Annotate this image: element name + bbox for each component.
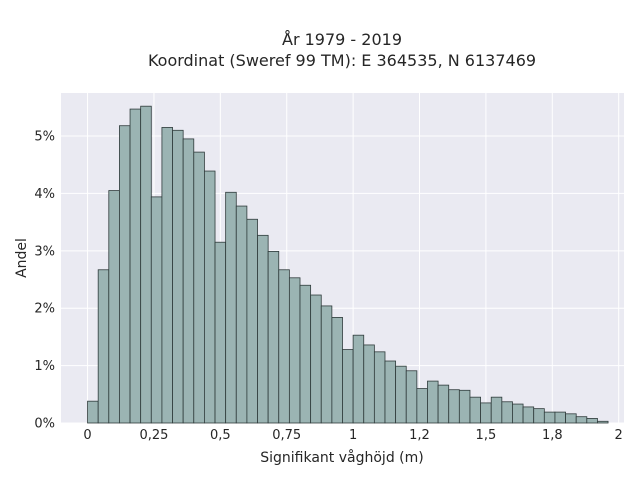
histogram-bar [97, 269, 110, 424]
histogram-bar [299, 284, 312, 424]
histogram-bar [204, 170, 216, 424]
histogram-bar [288, 277, 301, 424]
histogram-bar [267, 250, 280, 424]
y-tick-label: 4% [34, 187, 55, 202]
histogram-bar [352, 334, 365, 424]
histogram-bar [172, 129, 184, 424]
histogram-bar [140, 105, 152, 424]
histogram-bar [405, 370, 418, 424]
x-tick-label: 1,8 [542, 428, 563, 443]
bars [87, 105, 609, 424]
histogram-bar [257, 234, 269, 424]
histogram-bar [586, 418, 598, 424]
chart-title-line-2: Koordinat (Sweref 99 TM): E 364535, N 61… [148, 51, 536, 70]
histogram-bar [150, 196, 163, 424]
histogram-bar [427, 380, 439, 424]
histogram-bar [490, 396, 503, 424]
x-tick-label: 1 [349, 428, 357, 443]
histogram-bar [161, 127, 173, 424]
histogram-bar [225, 191, 237, 424]
histogram-bar [512, 403, 524, 424]
histogram-bar [448, 389, 460, 424]
histogram-bar [235, 205, 248, 424]
y-tick-label: 3% [34, 244, 55, 259]
histogram-bar [458, 389, 471, 424]
x-tick-label: 2 [615, 428, 623, 443]
histogram-bar [342, 349, 354, 424]
histogram-bar [320, 305, 333, 424]
histogram-bar [575, 416, 588, 424]
histogram-bar [597, 420, 609, 424]
histogram-bar [182, 138, 195, 424]
histogram-bar [129, 108, 142, 424]
histogram-bar [543, 411, 556, 424]
x-tick-label: 0,25 [139, 428, 168, 443]
histogram-bar [246, 218, 258, 424]
histogram-bar [554, 411, 566, 424]
histogram-bar [384, 360, 397, 424]
histogram-bar [416, 388, 428, 424]
x-tick-labels: 0 0,25 0,5 0,75 1 1,2 1,5 1,8 2 [83, 428, 622, 443]
histogram-bar [522, 406, 535, 424]
histogram-bar [119, 125, 131, 424]
histogram-bar [214, 241, 227, 424]
x-tick-label: 1,5 [476, 428, 497, 443]
chart-title-line-1: År 1979 - 2019 [282, 30, 402, 49]
histogram-bar [331, 316, 343, 424]
histogram-bar [108, 190, 120, 424]
x-tick-label: 0,75 [272, 428, 301, 443]
x-tick-label: 0 [83, 428, 91, 443]
y-tick-label: 0% [34, 417, 55, 432]
y-tick-labels: 0% 1% 2% 3% 4% 5% [34, 130, 55, 432]
histogram-bar [395, 365, 407, 424]
y-tick-label: 2% [34, 302, 55, 317]
histogram-bar [565, 413, 577, 424]
histogram-bar [363, 344, 375, 424]
x-tick-label: 1,2 [409, 428, 430, 443]
y-axis-label: Andel [14, 238, 30, 278]
histogram-bar [501, 401, 513, 424]
histogram-bar [437, 384, 450, 424]
histogram-bar [373, 351, 386, 424]
histogram-bar [193, 151, 205, 424]
y-tick-label: 5% [34, 130, 55, 145]
histogram-bar [278, 269, 290, 424]
histogram-bar [480, 402, 492, 424]
y-tick-label: 1% [34, 359, 55, 374]
histogram-bar [533, 408, 545, 424]
histogram-bar [310, 294, 322, 424]
x-axis-label: Signifikant våghöjd (m) [260, 449, 423, 466]
x-tick-label: 0,5 [210, 428, 231, 443]
histogram-bar [87, 400, 99, 424]
histogram-bar [469, 396, 481, 424]
